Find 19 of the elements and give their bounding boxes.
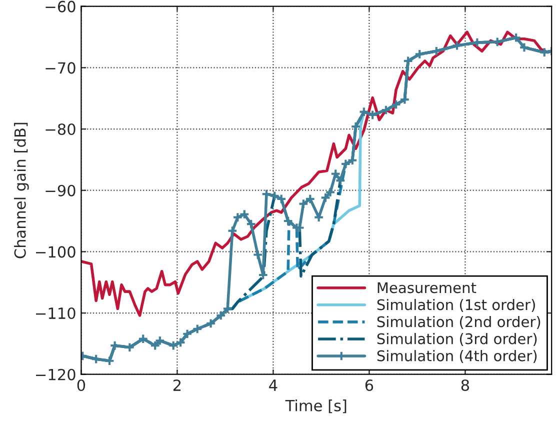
x-tick-label: 2 [173,379,181,391]
y-tick-label: −60 [46,0,76,12]
y-tick-label: −80 [46,123,76,136]
x-axis-title: Time [s] [285,400,346,414]
y-tick-label: −100 [36,246,76,258]
legend-label: Simulation (3rd order) [377,333,537,346]
legend-label: Measurement [378,282,476,294]
y-tick-label: −120 [36,368,76,380]
x-tick-label: 4 [269,380,278,391]
y-axis-title: Channel gain [dB] [14,122,29,258]
x-tick-label: 6 [365,379,374,392]
x-tick-label: 8 [461,379,470,392]
y-tick-label: −90 [46,184,76,196]
x-tick-label: 0 [77,379,86,392]
y-tick-label: −110 [36,307,76,320]
legend-label: Simulation (4th order) [377,350,537,364]
legend-label: Simulation (2nd order) [377,316,540,329]
y-tick-label: −70 [46,62,76,74]
legend-label: Simulation (1st order) [377,298,535,312]
